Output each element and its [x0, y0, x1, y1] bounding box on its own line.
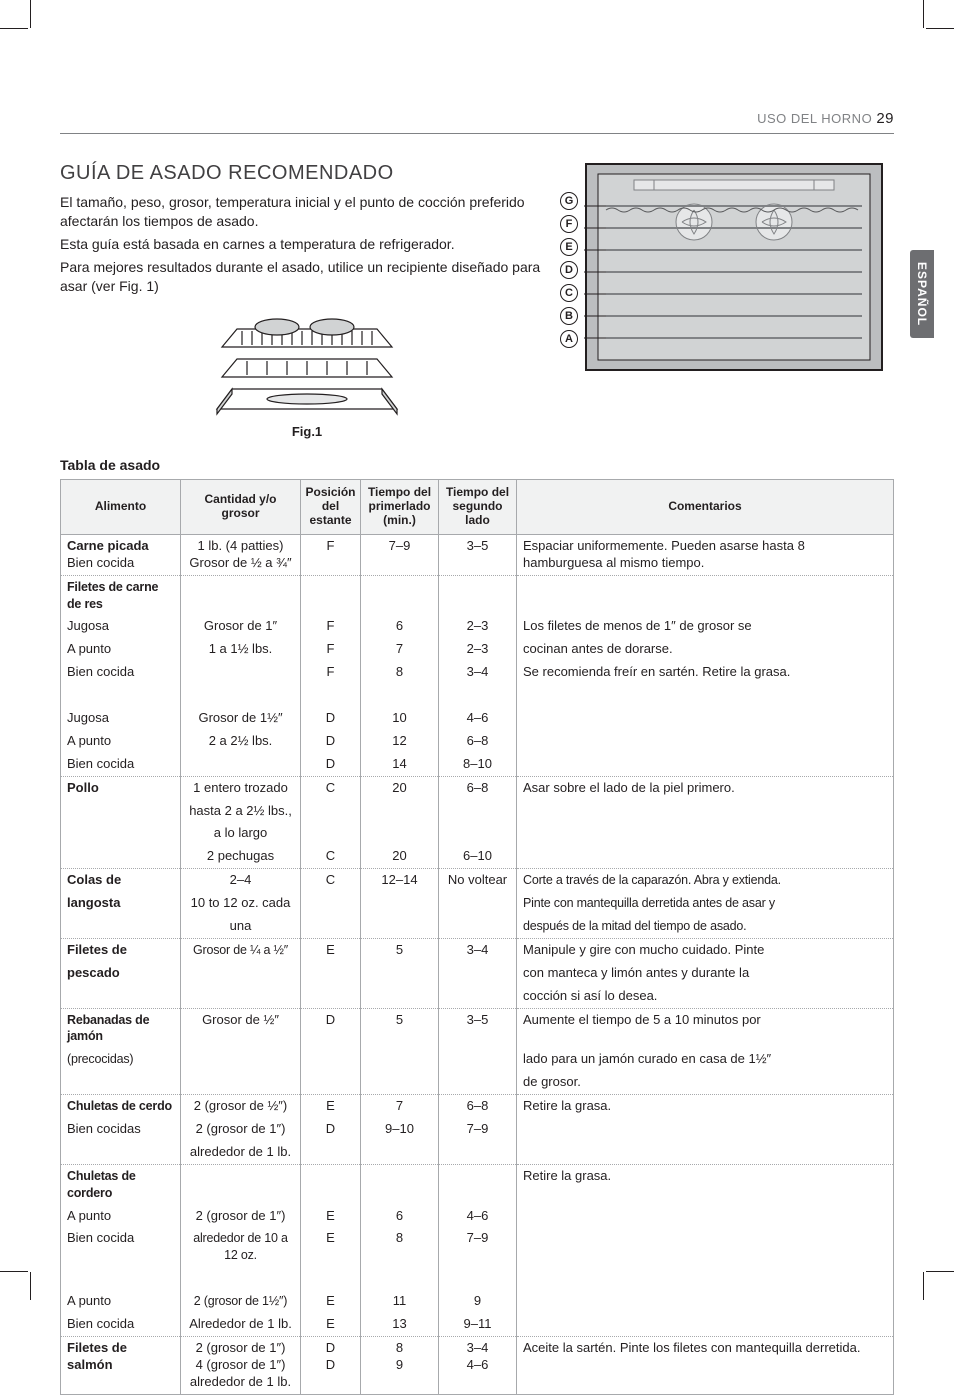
oven-rack-diagram: G F E D C B A	[584, 162, 894, 375]
intro-p1: El tamaño, peso, grosor, temperatura ini…	[60, 193, 554, 231]
table-row: cocción si así lo desea.	[61, 985, 894, 1008]
th-t1: Tiempo del primerlado (min.)	[361, 480, 439, 534]
rack-label-c: C	[560, 284, 578, 302]
broil-table: Alimento Cantidad y/o grosor Posición de…	[60, 479, 894, 1394]
table-row: unadespués de la mitad del tiempo de asa…	[61, 915, 894, 938]
table-row-spacer	[61, 1267, 894, 1290]
table-row: Filetes de carne de res	[61, 575, 894, 615]
table-row: A punto1 a 1½ lbs.F72–3cocinan antes de …	[61, 638, 894, 661]
intro-p2: Esta guía está basada en carnes a temper…	[60, 235, 554, 254]
table-row-spacer	[61, 684, 894, 707]
table-row: Bien cocidaalrededor de 10 a 12 oz.E87–9	[61, 1227, 894, 1267]
rack-label-d: D	[560, 261, 578, 279]
rack-label-b: B	[560, 307, 578, 325]
th-pos: Posición del estante	[301, 480, 361, 534]
figure-1-label: Fig.1	[60, 424, 554, 439]
th-t2: Tiempo del segundo lado	[439, 480, 517, 534]
rack-label-f: F	[560, 215, 578, 233]
table-row: Rebanadas de jamónGrosor de ½″D53–5Aumen…	[61, 1008, 894, 1048]
rack-label-a: A	[560, 330, 578, 348]
running-header: USO DEL HORNO 29	[60, 110, 894, 134]
rack-position-labels: G F E D C B A	[560, 192, 578, 348]
section-title: GUÍA DE ASADO RECOMENDADO	[60, 162, 554, 185]
table-row: de grosor.	[61, 1071, 894, 1094]
table-row: hasta 2 a 2½ lbs.,	[61, 800, 894, 823]
table-row: Colas de2–4C12–14No voltearCorte a travé…	[61, 869, 894, 892]
table-row: Filetes desalmón2 (grosor de 1″)4 (groso…	[61, 1336, 894, 1393]
figure-1: Fig.1	[60, 309, 554, 439]
table-row: Bien cocidas2 (grosor de 1″)D9–107–9	[61, 1118, 894, 1141]
table-row: JugosaGrosor de 1″F62–3Los filetes de me…	[61, 615, 894, 638]
table-row: A punto2 (grosor de 1½″)E119	[61, 1290, 894, 1313]
table-row: (precocidas)lado para un jamón curado en…	[61, 1048, 894, 1071]
table-row: Chuletas de corderoRetire la grasa.	[61, 1164, 894, 1204]
table-row: alrededor de 1 lb.	[61, 1141, 894, 1164]
table-row: Carne picadaBien cocida1 lb. (4 patties)…	[61, 534, 894, 575]
table-row: JugosaGrosor de 1½″D104–6	[61, 707, 894, 730]
table-row: Filetes deGrosor de ¼ a ½″E53–4Manipule …	[61, 938, 894, 961]
th-qty: Cantidad y/o grosor	[181, 480, 301, 534]
intro-p3: Para mejores resultados durante el asado…	[60, 258, 554, 296]
th-comments: Comentarios	[517, 480, 894, 534]
table-row: Bien cocidaF83–4Se recomienda freír en s…	[61, 661, 894, 684]
table-row: Bien cocidaAlrededor de 1 lb.E139–11	[61, 1313, 894, 1336]
rack-label-g: G	[560, 192, 578, 210]
table-row: Pollo1 entero trozadoC206–8Asar sobre el…	[61, 776, 894, 799]
table-row: 2 pechugasC206–10	[61, 845, 894, 868]
table-row: pescadocon manteca y limón antes y duran…	[61, 962, 894, 985]
table-row: a lo largo	[61, 822, 894, 845]
language-tab: ESPAÑOL	[910, 250, 934, 338]
th-food: Alimento	[61, 480, 181, 534]
table-row: Chuletas de cerdo2 (grosor de ½″)E76–8Re…	[61, 1095, 894, 1118]
table-caption: Tabla de asado	[60, 457, 894, 473]
table-row: Bien cocidaD148–10	[61, 753, 894, 776]
rack-label-e: E	[560, 238, 578, 256]
table-row: A punto2 (grosor de 1″)E64–6	[61, 1205, 894, 1228]
header-section: USO DEL HORNO	[757, 111, 872, 126]
table-row: langosta10 to 12 oz. cadaPinte con mante…	[61, 892, 894, 915]
intro-text: El tamaño, peso, grosor, temperatura ini…	[60, 193, 554, 295]
page-number: 29	[876, 110, 894, 127]
table-row: A punto2 a 2½ lbs.D126–8	[61, 730, 894, 753]
